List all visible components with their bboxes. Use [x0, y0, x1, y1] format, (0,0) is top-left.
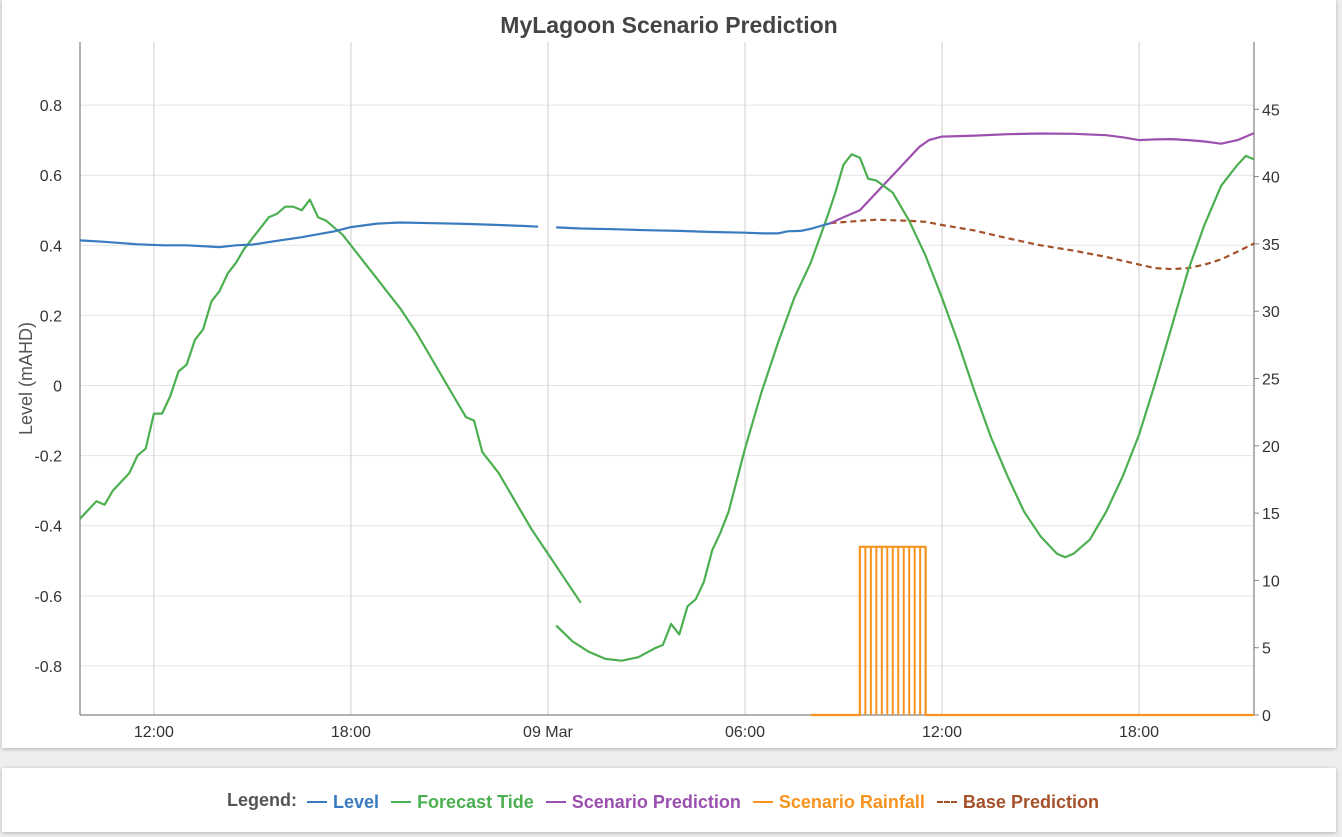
- legend-swatch: [936, 801, 957, 804]
- legend-label: Level: [333, 791, 380, 812]
- chart-title: MyLagoon Scenario Prediction: [500, 12, 837, 38]
- x-tick-label: 06:00: [725, 724, 765, 741]
- y2-tick-label: 10: [1262, 573, 1280, 590]
- legend-title: Legend:: [227, 789, 298, 810]
- y2-tick-label: 20: [1262, 439, 1280, 456]
- y-tick-label: -0.4: [34, 519, 62, 536]
- y2-tick-label: 45: [1262, 102, 1280, 119]
- y-tick-label: 0.4: [40, 238, 62, 255]
- x-tick-label: 18:00: [1119, 724, 1159, 741]
- legend-panel: Legend: Level Forecast Tide Scenario Predi…: [2, 768, 1336, 832]
- y-tick-label: 0.2: [40, 308, 62, 325]
- legend-item-base-prediction[interactable]: Base Prediction: [936, 791, 1099, 813]
- legend-swatch: [752, 801, 773, 804]
- legend-label: Scenario Prediction: [571, 791, 741, 812]
- x-tick-label: 12:00: [922, 724, 962, 741]
- y-tick-label: -0.2: [34, 449, 62, 466]
- x-tick-label: 12:00: [134, 724, 174, 741]
- legend-swatch: [391, 801, 412, 804]
- y-tick-label: -0.6: [34, 589, 62, 606]
- y-axis-label: Level (mAHD): [16, 322, 36, 435]
- legend-label: Forecast Tide: [417, 791, 534, 812]
- y-tick-label: 0.6: [40, 168, 62, 185]
- legend-items: Level Forecast Tide Scenario Prediction Sce…: [307, 787, 1111, 813]
- legend-item-scenario-rainfall[interactable]: Scenario Rainfall: [752, 791, 925, 813]
- legend-swatch: [545, 801, 566, 804]
- legend-label: Base Prediction: [962, 791, 1099, 812]
- y2-tick-label: 15: [1262, 506, 1280, 523]
- y2-tick-label: 5: [1262, 641, 1271, 658]
- level-line: [79, 221, 539, 249]
- chart-panel: -0.8 -0.6 -0.4 -0.2 0 0.2 0.4 0.6 0.8 12:00 18:00 0…: [2, 0, 1336, 748]
- y-tick-label: 0: [53, 379, 62, 396]
- forecast-tide-line: [79, 198, 582, 604]
- legend-swatch: [307, 801, 328, 804]
- y-tick-label: 0.8: [40, 98, 62, 115]
- level-line: [556, 222, 831, 235]
- y2-tick-label: 35: [1262, 237, 1280, 254]
- y2-tick-label: 0: [1262, 708, 1271, 725]
- x-tick-label: 09 Mar: [523, 724, 573, 741]
- x-tick-label: 18:00: [331, 724, 371, 741]
- forecast-tide-line: [555, 153, 1255, 662]
- y2-tick-label: 40: [1262, 170, 1280, 187]
- chart-svg: -0.8 -0.6 -0.4 -0.2 0 0.2 0.4 0.6 0.8 12:00 18:00 0…: [16, 12, 1280, 741]
- y2-tick-label: 30: [1262, 304, 1280, 321]
- legend-item-level[interactable]: Level: [307, 792, 379, 813]
- y-tick-label: -0.8: [34, 659, 62, 676]
- y2-tick-label: 25: [1262, 372, 1280, 389]
- legend-item-forecast-tide[interactable]: Forecast Tide: [391, 792, 534, 813]
- legend-item-scenario-prediction[interactable]: Scenario Prediction: [545, 791, 741, 813]
- scenario-prediction-line: [829, 132, 1255, 225]
- legend-label: Scenario Rainfall: [778, 791, 925, 812]
